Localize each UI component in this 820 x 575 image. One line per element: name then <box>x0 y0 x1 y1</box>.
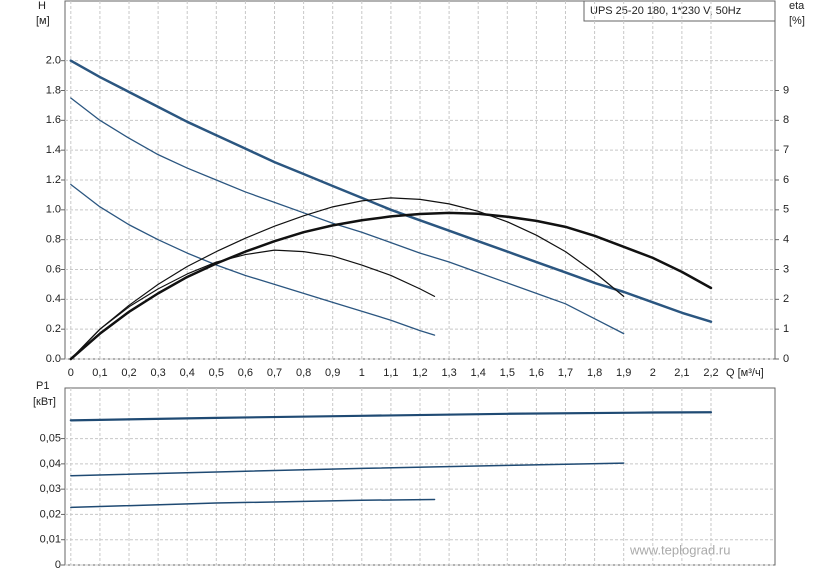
x-tick-label: 0,4 <box>180 367 195 379</box>
y-tick-label: 0,05 <box>40 432 61 444</box>
y2-label: eta <box>789 0 805 12</box>
curve <box>70 97 625 335</box>
y2-tick-label: 9 <box>783 84 789 96</box>
p1-label: P1 <box>36 380 49 392</box>
y2-tick-label: 6 <box>783 174 789 186</box>
y2-tick-label: 1 <box>783 323 789 335</box>
x-tick-label: 1,3 <box>441 367 456 379</box>
x-tick-label: 1,9 <box>616 367 631 379</box>
x-tick-label: 0,1 <box>92 367 107 379</box>
curve <box>70 462 625 477</box>
curve <box>70 183 436 336</box>
watermark: www.teplograd.ru <box>629 542 730 557</box>
y-tick-label: 0,03 <box>40 483 61 495</box>
y2-tick-label: 8 <box>783 114 789 126</box>
x-tick-label: 1,1 <box>383 367 398 379</box>
y-label: H <box>38 0 46 12</box>
curve <box>70 197 625 360</box>
p1-unit: [кВт] <box>33 396 56 408</box>
y-tick-label: 1.6 <box>46 114 61 126</box>
y-tick-label: 0.6 <box>46 263 61 275</box>
x-label: Q [м³/ч] <box>726 367 764 379</box>
x-tick-label: 2,2 <box>703 367 718 379</box>
y-tick-label: 2.0 <box>46 55 61 67</box>
curve <box>69 59 713 323</box>
title-box <box>583 0 776 22</box>
x-tick-label: 2 <box>650 367 656 379</box>
x-tick-label: 0,2 <box>121 367 136 379</box>
x-tick-label: 0,6 <box>238 367 253 379</box>
y2-tick-label: 4 <box>783 234 789 246</box>
curve <box>70 249 436 360</box>
y-tick-label: 1.4 <box>46 144 61 156</box>
y-tick-label: 0.0 <box>46 353 61 365</box>
y2-unit: [%] <box>789 15 805 27</box>
y-tick-label: 0.4 <box>46 293 61 305</box>
y-unit: [м] <box>36 15 50 27</box>
x-tick-label: 1,5 <box>500 367 515 379</box>
x-tick-label: 0 <box>68 367 74 379</box>
x-tick-label: 0,3 <box>150 367 165 379</box>
x-tick-label: 0,9 <box>325 367 340 379</box>
x-tick-label: 1,8 <box>587 367 602 379</box>
x-tick-label: 1,2 <box>412 367 427 379</box>
chart-title: UPS 25-20 180, 1*230 V, 50Hz <box>590 5 741 17</box>
curve <box>70 498 436 509</box>
y2-tick-label: 5 <box>783 204 789 216</box>
y-tick-label: 0.2 <box>46 323 61 335</box>
x-tick-label: 1,7 <box>558 367 573 379</box>
curve <box>69 211 713 361</box>
x-tick-label: 1,6 <box>529 367 544 379</box>
y-tick-label: 0,02 <box>40 508 61 520</box>
y2-tick-label: 7 <box>783 144 789 156</box>
x-tick-label: 0,8 <box>296 367 311 379</box>
x-tick-label: 1 <box>359 367 365 379</box>
y-tick-label: 1.8 <box>46 84 61 96</box>
y2-tick-label: 0 <box>783 353 789 365</box>
y-tick-label: 0.8 <box>46 234 61 246</box>
x-tick-label: 0,7 <box>267 367 282 379</box>
y-tick-label: 0,04 <box>40 458 61 470</box>
x-tick-label: 2,1 <box>674 367 689 379</box>
y-tick-label: 1.0 <box>46 204 61 216</box>
x-tick-label: 0,5 <box>209 367 224 379</box>
y-tick-label: 1.2 <box>46 174 61 186</box>
y-tick-label: 0 <box>55 559 61 571</box>
y-tick-label: 0,01 <box>40 534 61 546</box>
curve <box>69 411 713 422</box>
y2-tick-label: 3 <box>783 263 789 275</box>
y2-tick-label: 2 <box>783 293 789 305</box>
x-tick-label: 1,4 <box>471 367 486 379</box>
